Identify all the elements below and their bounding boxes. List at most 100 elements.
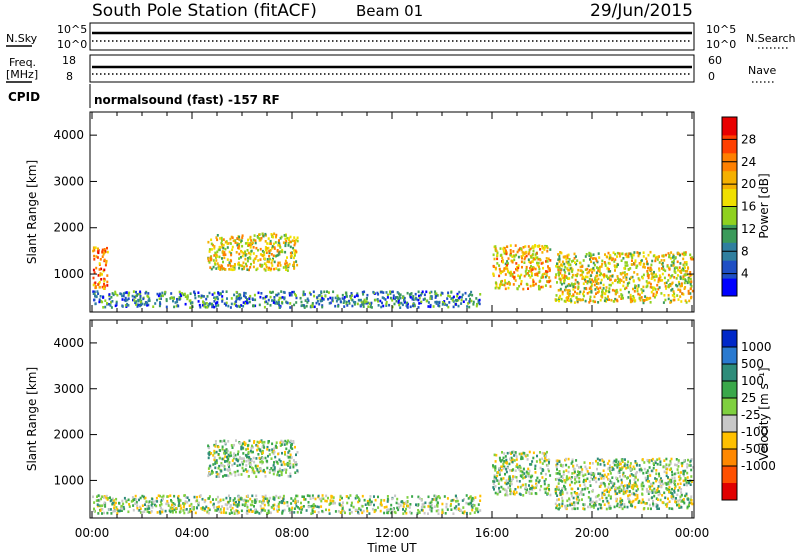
echo-cell [371, 507, 374, 511]
echo-cell [233, 452, 236, 455]
echo-cell [640, 468, 643, 472]
echo-cell [685, 481, 688, 484]
echo-cell [660, 477, 662, 480]
echo-cell [475, 509, 478, 512]
echo-cell [452, 295, 455, 299]
echo-cell [224, 460, 227, 463]
echo-cell [256, 267, 259, 270]
echo-cell [580, 273, 583, 277]
echo-cell [608, 478, 611, 481]
echo-cell [568, 299, 571, 302]
echo-cell [288, 455, 291, 459]
echo-cell [521, 251, 524, 254]
echo-cell [501, 259, 504, 262]
echo-cell [497, 479, 500, 483]
echo-cell [622, 276, 625, 279]
echo-cell [679, 495, 682, 499]
echo-cell [116, 508, 119, 511]
echo-cell [556, 281, 558, 284]
echo-cell [383, 506, 386, 509]
echo-cell [663, 459, 666, 462]
echo-cell [670, 264, 673, 267]
echo-cell [576, 507, 579, 510]
echo-cell [560, 479, 562, 482]
echo-cell [619, 288, 622, 292]
echo-cell [549, 248, 552, 251]
echo-cell [399, 296, 402, 300]
echo-cell [609, 256, 612, 259]
echo-cell [92, 495, 94, 499]
echo-cell [128, 505, 131, 508]
echo-cell [175, 304, 178, 308]
echo-cell [502, 467, 505, 470]
echo-cell [511, 468, 514, 472]
echo-cell [559, 272, 562, 275]
echo-cell [366, 501, 369, 505]
echo-cell [295, 494, 298, 498]
echo-cell [287, 439, 290, 443]
echo-cell [520, 247, 523, 250]
echo-cell [652, 502, 655, 506]
echo-cell [283, 296, 286, 299]
echo-cell [287, 237, 290, 240]
echo-cell [543, 482, 546, 486]
echo-cell [296, 451, 299, 454]
echo-cell [612, 468, 615, 471]
echo-cell [634, 460, 637, 463]
echo-cell [287, 244, 290, 247]
echo-cell [235, 304, 238, 307]
echo-cell [541, 261, 544, 265]
echo-cell [143, 495, 145, 499]
echo-cell [493, 474, 496, 477]
echo-cell [93, 249, 96, 252]
echo-cell [271, 468, 274, 472]
echo-cell [586, 477, 589, 481]
echo-cell [688, 464, 691, 467]
echo-cell [476, 507, 479, 510]
echo-cell [331, 499, 334, 503]
echo-cell [604, 484, 607, 488]
echo-cell [159, 494, 161, 498]
echo-cell [565, 260, 568, 264]
echo-cell [561, 491, 564, 494]
echo-cell [181, 292, 184, 295]
echo-cell [259, 247, 262, 251]
echo-cell [653, 275, 656, 278]
echo-cell [615, 476, 618, 480]
echo-cell [312, 503, 315, 506]
echo-cell [625, 278, 628, 281]
echo-cell [92, 249, 95, 253]
echo-cell [292, 464, 295, 467]
echo-cell [151, 502, 154, 506]
echo-cell [448, 301, 451, 304]
echo-cell [206, 510, 209, 513]
echo-cell [564, 255, 567, 258]
cpid-value: normalsound (fast) -157 RF [94, 93, 280, 107]
echo-cell [590, 254, 593, 258]
echo-cell [523, 452, 526, 455]
echo-cell [128, 291, 131, 295]
echo-cell [227, 500, 230, 504]
echo-cell [247, 238, 250, 242]
echo-cell [547, 257, 550, 261]
echo-cell [369, 503, 372, 506]
echo-cell [280, 473, 283, 477]
echo-cell [474, 507, 477, 510]
echo-cell [596, 467, 598, 471]
echo-cell [292, 499, 295, 503]
echo-cell [94, 286, 97, 290]
echo-cell [568, 289, 571, 292]
echo-cell [576, 298, 579, 301]
echo-cell [262, 495, 265, 499]
echo-cell [584, 465, 587, 469]
echo-cell [461, 293, 464, 297]
power-colorbar-segment [722, 134, 737, 154]
echo-cell [264, 269, 267, 272]
echo-cell [493, 480, 496, 483]
echo-cell [226, 297, 228, 300]
echo-cell [235, 500, 237, 504]
echo-cell [196, 506, 198, 510]
echo-cell [602, 475, 605, 478]
echo-cell [209, 266, 212, 269]
